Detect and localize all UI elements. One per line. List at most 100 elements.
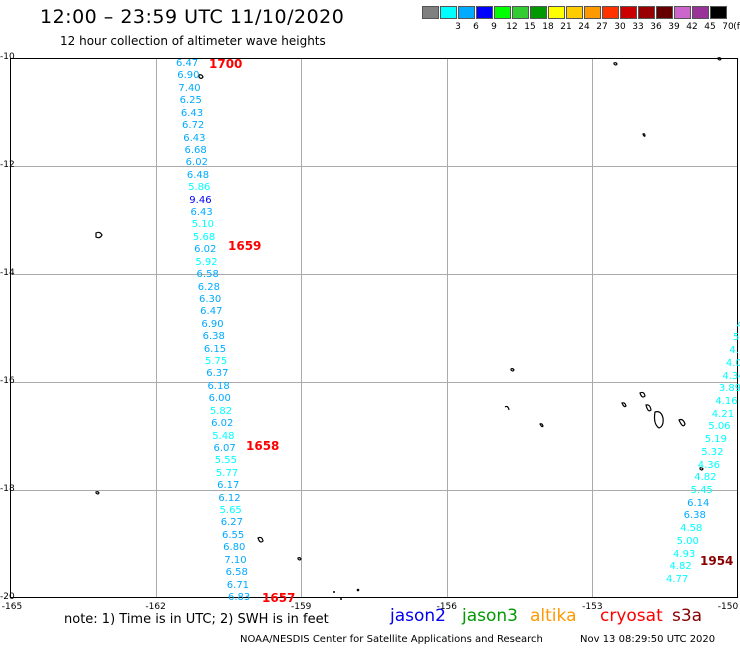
legend-swatch [440, 6, 457, 19]
island-outline [510, 368, 515, 372]
swh-value: 5.06 [708, 421, 731, 433]
legend-label: 9 [491, 22, 497, 32]
swh-value: 5.00 [676, 535, 699, 547]
swh-value: 5.77 [215, 467, 239, 479]
legend-swatch [674, 6, 691, 19]
island-outline [297, 557, 302, 561]
legend-swatch [530, 6, 547, 19]
legend-swatch [584, 6, 601, 19]
legend-swatch [710, 6, 727, 19]
swh-value: 4.34 [722, 370, 740, 382]
swh-value: 4.16 [715, 396, 738, 407]
satellite-cryosat: cryosat [600, 606, 663, 626]
island-outline [717, 57, 722, 61]
footer-note: note: 1) Time is in UTC; 2) SWH is in fe… [64, 612, 329, 627]
swh-value: 6.02 [185, 157, 208, 169]
island-outline [539, 423, 544, 428]
legend-swatch [458, 6, 475, 19]
swh-value: 5.19 [704, 434, 728, 446]
time-label: 1659 [228, 239, 262, 253]
island-outline [613, 62, 618, 66]
legend-label: 3 [455, 22, 461, 32]
color-legend [422, 6, 728, 19]
swh-value: 6.00 [208, 393, 231, 405]
swh-value: 6.71 [226, 579, 250, 591]
island-outline [621, 402, 627, 408]
island-outline [257, 536, 264, 543]
swh-value: 5.65 [219, 505, 242, 517]
grid-line-lon [592, 59, 594, 597]
swh-value: 6.68 [184, 144, 207, 156]
swh-value: 6.30 [198, 293, 222, 305]
legend-label: 24 [578, 22, 590, 32]
swh-value: 5.86 [188, 182, 211, 194]
swh-value: 4.93 [673, 548, 696, 560]
swh-value: 5.32 [701, 446, 724, 458]
swh-value: 4.58 [680, 523, 703, 535]
island-dot [356, 588, 360, 592]
swh-value: 6.90 [201, 318, 224, 330]
lon-tick-label: -162 [145, 602, 166, 612]
legend-swatch [656, 6, 673, 19]
swh-value: 5.68 [192, 231, 216, 243]
grid-line-lat [11, 166, 737, 167]
swh-value: 5.11 [732, 332, 740, 344]
swh-value: 6.38 [683, 510, 706, 522]
time-label: 1658 [246, 439, 280, 453]
swh-value: 6.55 [221, 529, 245, 541]
swh-value: 6.38 [202, 331, 225, 343]
swh-value: 6.17 [217, 480, 240, 492]
legend-label: 27 [596, 22, 608, 32]
swh-value: 6.02 [211, 418, 234, 430]
grid-line-lon [155, 59, 157, 597]
swh-value: 6.58 [225, 567, 248, 579]
swh-value: 6.47 [176, 58, 199, 69]
swh-value: 9.46 [189, 194, 212, 206]
swh-value: 6.37 [206, 368, 229, 380]
swh-value: 5.75 [205, 356, 228, 368]
island-outline [645, 404, 652, 412]
legend-label: 36 [650, 22, 662, 32]
chart-subtitle: 12 hour collection of altimeter wave hei… [60, 34, 326, 48]
swh-value: 6.14 [687, 497, 710, 509]
legend-label: 21 [560, 22, 572, 32]
lon-tick-label: -153 [582, 602, 603, 612]
swh-value: 6.43 [180, 107, 204, 119]
legend-unit: (ft) [733, 22, 740, 32]
swh-value: 6.12 [218, 492, 241, 504]
swh-value: 6.15 [203, 343, 227, 355]
satellite-jason3: jason3 [462, 606, 518, 626]
time-label: 1954 [700, 554, 734, 568]
footer-timestamp: Nov 13 08:29:50 UTC 2020 [580, 634, 716, 645]
chart-title: 12:00 – 23:59 UTC 11/10/2020 [40, 6, 345, 28]
island-dot [333, 591, 335, 593]
swh-value: 4.82 [669, 561, 692, 573]
swh-value: 7.40 [178, 82, 201, 94]
swh-value: 5.10 [191, 219, 214, 231]
swh-value: 6.47 [200, 306, 223, 318]
footer-credit: NOAA/NESDIS Center for Satellite Applica… [240, 634, 543, 645]
lat-tick-label: -12 [0, 160, 15, 170]
lat-tick-label: -20 [0, 592, 15, 602]
grid-line-lat [11, 490, 737, 491]
island-outline [653, 411, 664, 429]
legend-swatch [512, 6, 529, 19]
legend-label: 30 [614, 22, 626, 32]
swh-value: 5.55 [214, 455, 237, 467]
swh-value: 4.72 [729, 345, 740, 357]
map-frame [10, 58, 738, 598]
legend-label: 42 [686, 22, 698, 32]
legend-swatch [620, 6, 637, 19]
swh-value: 7.10 [224, 554, 247, 566]
swh-value: 6.72 [182, 120, 205, 132]
swh-value: 6.48 [186, 169, 210, 181]
legend-swatch [638, 6, 655, 19]
swh-value: 4.82 [694, 472, 717, 484]
swh-value: 6.27 [220, 517, 243, 529]
lon-tick-label: -159 [290, 602, 312, 612]
grid-line-lon [446, 59, 448, 597]
swh-value: 6.90 [177, 70, 200, 82]
legend-swatch [548, 6, 565, 19]
